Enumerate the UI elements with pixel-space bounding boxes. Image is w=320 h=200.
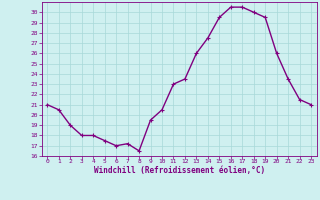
X-axis label: Windchill (Refroidissement éolien,°C): Windchill (Refroidissement éolien,°C) — [94, 166, 265, 175]
